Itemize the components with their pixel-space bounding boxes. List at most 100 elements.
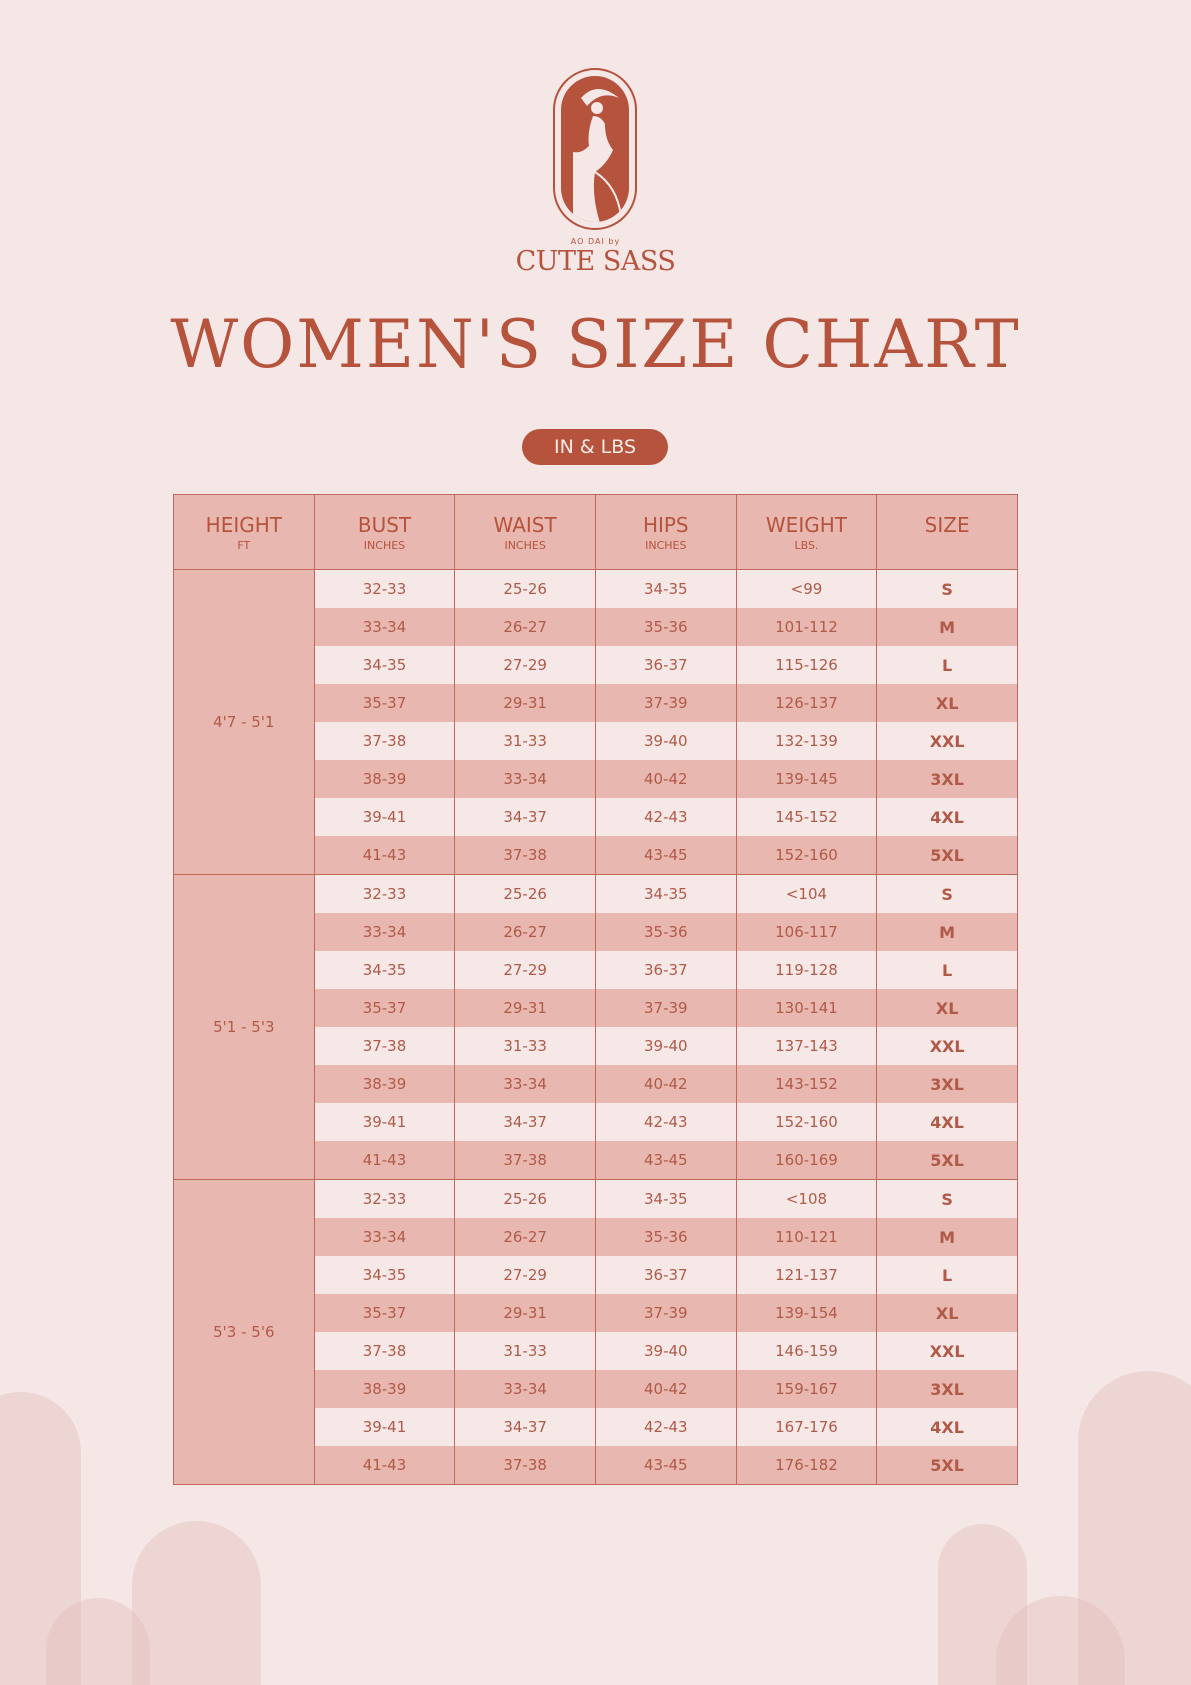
bust-cell: 32-33 (313, 1179, 456, 1218)
weight-cell: 152-160 (735, 1103, 878, 1141)
table-row: 39-41 34-37 42-43 145-152 4XL (174, 798, 1018, 836)
waist-cell: 37-38 (454, 836, 596, 875)
weight-cell: 137-143 (735, 1027, 878, 1065)
column-header-unit: INCHES (363, 539, 406, 552)
weight-cell: 121-137 (735, 1256, 878, 1294)
table-row: 37-38 31-33 39-40 132-139 XXL (174, 722, 1018, 760)
waist-cell: 33-34 (454, 1370, 596, 1408)
waist-cell: 26-27 (454, 608, 596, 646)
ao-dai-woman-icon (573, 89, 622, 222)
weight-cell: <104 (735, 874, 878, 913)
size-chart-table: HEIGHT FT BUST INCHES WAIST INCHES HIPS INCHES W… (173, 494, 1018, 1485)
waist-cell: 29-31 (454, 684, 596, 722)
weight-cell: 115-126 (735, 646, 878, 684)
page-title: WOMEN'S SIZE CHART (170, 306, 1021, 383)
waist-cell: 31-33 (454, 1332, 596, 1370)
table-row: 41-43 37-38 43-45 176-182 5XL (174, 1446, 1018, 1485)
hips-cell: 36-37 (594, 1256, 737, 1294)
size-cell: M (876, 608, 1018, 646)
table-row: 33-34 26-27 35-36 110-121 M (174, 1218, 1018, 1256)
hips-cell: 34-35 (594, 1179, 737, 1218)
weight-cell: <99 (735, 569, 878, 608)
brand-logo (553, 68, 637, 230)
weight-cell: <108 (735, 1179, 878, 1218)
weight-cell: 159-167 (735, 1370, 878, 1408)
brand-name: CUTE SASS (515, 246, 676, 277)
bust-cell: 39-41 (313, 1103, 456, 1141)
waist-cell: 26-27 (454, 913, 596, 951)
table-row: 38-39 33-34 40-42 159-167 3XL (174, 1370, 1018, 1408)
size-cell: 3XL (876, 1065, 1018, 1103)
waist-cell: 29-31 (454, 1294, 596, 1332)
table-row: 33-34 26-27 35-36 101-112 M (174, 608, 1018, 646)
table-row: 35-37 29-31 37-39 130-141 XL (174, 989, 1018, 1027)
bust-cell: 38-39 (313, 760, 456, 798)
weight-cell: 176-182 (735, 1446, 878, 1485)
hips-cell: 35-36 (594, 608, 737, 646)
table-row: 39-41 34-37 42-43 152-160 4XL (174, 1103, 1018, 1141)
hips-cell: 40-42 (594, 1065, 737, 1103)
hips-cell: 37-39 (594, 1294, 737, 1332)
decorative-arch (0, 1392, 81, 1685)
size-cell: 4XL (876, 798, 1018, 836)
column-header-size: SIZE (876, 494, 1018, 570)
bust-cell: 39-41 (313, 1408, 456, 1446)
height-range-cell: 4'7 - 5'1 (173, 569, 315, 875)
table-row: 34-35 27-29 36-37 121-137 L (174, 1256, 1018, 1294)
hips-cell: 43-45 (594, 1446, 737, 1485)
bust-cell: 38-39 (313, 1065, 456, 1103)
weight-cell: 139-154 (735, 1294, 878, 1332)
weight-cell: 167-176 (735, 1408, 878, 1446)
bust-cell: 35-37 (313, 1294, 456, 1332)
size-cell: M (876, 913, 1018, 951)
waist-cell: 34-37 (454, 1103, 596, 1141)
header-row: HEIGHT FT BUST INCHES WAIST INCHES HIPS INCHES W… (173, 494, 1018, 570)
column-header-unit: INCHES (645, 539, 687, 552)
weight-cell: 119-128 (735, 951, 878, 989)
decorative-arch (132, 1521, 261, 1685)
size-cell: L (876, 646, 1018, 684)
bust-cell: 35-37 (313, 684, 456, 722)
table-row: 35-37 29-31 37-39 139-154 XL (174, 1294, 1018, 1332)
hips-cell: 34-35 (594, 874, 737, 913)
size-cell: 5XL (876, 1141, 1018, 1180)
size-cell: L (876, 951, 1018, 989)
table-row: 41-43 37-38 43-45 160-169 5XL (174, 1141, 1018, 1180)
hips-cell: 37-39 (594, 684, 737, 722)
table-row: 5'3 - 5'6 32-33 25-26 34-35 <108 S (173, 1179, 1018, 1485)
size-cell: XXL (876, 722, 1018, 760)
weight-cell: 152-160 (735, 836, 878, 875)
hips-cell: 42-43 (594, 798, 737, 836)
weight-cell: 110-121 (735, 1218, 878, 1256)
waist-cell: 25-26 (454, 1179, 596, 1218)
weight-cell: 145-152 (735, 798, 878, 836)
brand-tagline: AO DAI by (570, 237, 621, 246)
waist-cell: 37-38 (454, 1141, 596, 1180)
bust-cell: 34-35 (313, 1256, 456, 1294)
hips-cell: 42-43 (594, 1103, 737, 1141)
column-header-unit: LBS. (794, 539, 819, 552)
waist-cell: 33-34 (454, 1065, 596, 1103)
weight-cell: 126-137 (735, 684, 878, 722)
bust-cell: 33-34 (313, 608, 456, 646)
column-header-height: HEIGHT FT (173, 494, 315, 570)
size-cell: XL (876, 684, 1018, 722)
column-header-waist: WAIST INCHES (454, 494, 596, 570)
bust-cell: 37-38 (313, 1027, 456, 1065)
bust-cell: 32-33 (313, 874, 456, 913)
size-cell: S (876, 1179, 1018, 1218)
waist-cell: 25-26 (454, 569, 596, 608)
bust-cell: 33-34 (313, 913, 456, 951)
weight-cell: 101-112 (735, 608, 878, 646)
hips-cell: 39-40 (594, 1027, 737, 1065)
weight-cell: 146-159 (735, 1332, 878, 1370)
column-header-unit: FT (237, 539, 251, 552)
size-cell: S (876, 569, 1018, 608)
decorative-arch (46, 1598, 150, 1685)
size-cell: M (876, 1218, 1018, 1256)
hips-cell: 35-36 (594, 1218, 737, 1256)
bust-cell: 41-43 (313, 1141, 456, 1180)
table-row: 4'7 - 5'1 32-33 25-26 34-35 <99 S (173, 569, 1018, 875)
waist-cell: 31-33 (454, 722, 596, 760)
table-row: 41-43 37-38 43-45 152-160 5XL (174, 836, 1018, 875)
